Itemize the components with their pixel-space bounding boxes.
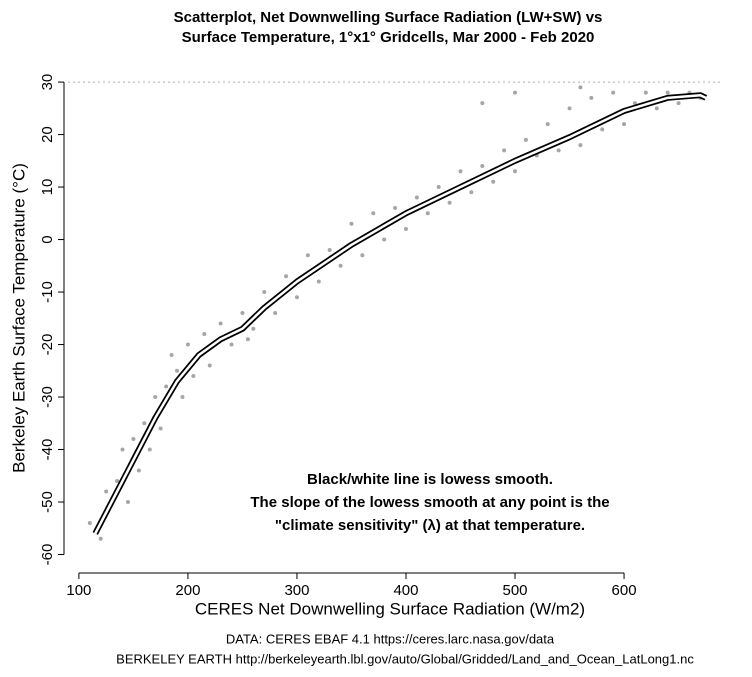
point [611, 90, 616, 95]
point [458, 169, 463, 174]
point [632, 101, 637, 106]
point [480, 164, 485, 169]
point [294, 295, 299, 300]
y-tick-label: 0 [39, 235, 56, 243]
point [578, 143, 583, 148]
point [316, 279, 321, 284]
point [447, 200, 452, 205]
x-tick-label: 300 [284, 582, 309, 599]
point [180, 395, 185, 400]
point [523, 137, 528, 142]
point [502, 148, 507, 153]
x-axis-label: CERES Net Downwelling Surface Radiation … [195, 599, 585, 618]
point [169, 353, 174, 358]
y-tick-label: -60 [39, 544, 56, 566]
point [382, 237, 387, 242]
point [513, 169, 518, 174]
y-tick-label: -10 [39, 281, 56, 303]
point [251, 326, 256, 331]
chart-title: Surface Temperature, 1°x1° Gridcells, Ma… [182, 29, 595, 46]
point [403, 227, 408, 232]
annotation: Black/white line is lowess smooth. [307, 471, 553, 488]
point [491, 179, 496, 184]
point [371, 211, 376, 216]
source-note: BERKELEY EARTH http://berkeleyearth.lbl.… [116, 651, 694, 666]
point [643, 90, 648, 95]
point [589, 95, 594, 100]
chart-title: Scatterplot, Net Downwelling Surface Rad… [174, 9, 603, 26]
point [338, 263, 343, 268]
annotation: The slope of the lowess smooth at any po… [250, 494, 609, 511]
point [480, 101, 485, 106]
x-tick-label: 400 [393, 582, 418, 599]
point [218, 321, 223, 326]
point [414, 195, 419, 200]
y-tick-label: -20 [39, 334, 56, 356]
point [202, 332, 207, 337]
x-tick-label: 200 [175, 582, 200, 599]
point [360, 253, 365, 258]
point [600, 127, 605, 132]
y-tick-label: -30 [39, 386, 56, 408]
x-tick-label: 100 [66, 582, 91, 599]
y-axis-label: Berkeley Earth Surface Temperature (°C) [9, 163, 28, 473]
point [207, 363, 212, 368]
point [273, 311, 278, 316]
point [98, 536, 103, 541]
point [469, 190, 474, 195]
point [104, 489, 109, 494]
point [436, 185, 441, 190]
point [305, 253, 310, 258]
y-tick-label: 30 [39, 74, 56, 91]
y-tick-label: -40 [39, 439, 56, 461]
point [349, 221, 354, 226]
point [175, 368, 180, 373]
point [147, 447, 152, 452]
y-tick-label: 20 [39, 126, 56, 143]
point [513, 90, 518, 95]
point [115, 479, 120, 484]
point [284, 274, 289, 279]
y-tick-label: 10 [39, 179, 56, 196]
point [654, 106, 659, 111]
point [185, 342, 190, 347]
point [153, 395, 158, 400]
source-note: DATA: CERES EBAF 4.1 https://ceres.larc.… [226, 631, 555, 646]
point [676, 101, 681, 106]
point [142, 421, 147, 426]
x-tick-label: 500 [503, 582, 528, 599]
point [262, 290, 267, 295]
point [665, 90, 670, 95]
point [131, 437, 136, 442]
point [578, 85, 583, 90]
point [87, 521, 92, 526]
point [327, 248, 332, 253]
point [425, 211, 430, 216]
y-tick-label: -50 [39, 491, 56, 513]
point [393, 206, 398, 211]
point [229, 342, 234, 347]
point [191, 374, 196, 379]
point [245, 337, 250, 342]
point [158, 426, 163, 431]
point [125, 500, 130, 505]
point [120, 447, 125, 452]
point [567, 106, 572, 111]
annotation: "climate sensitivity" (λ) at that temper… [275, 517, 585, 534]
point [136, 468, 141, 473]
point [622, 122, 627, 127]
lowess-line [94, 93, 707, 535]
x-tick-label: 600 [612, 582, 637, 599]
point [556, 148, 561, 153]
lowess-outline [92, 92, 708, 535]
point [545, 122, 550, 127]
point [164, 384, 169, 389]
point [240, 311, 245, 316]
